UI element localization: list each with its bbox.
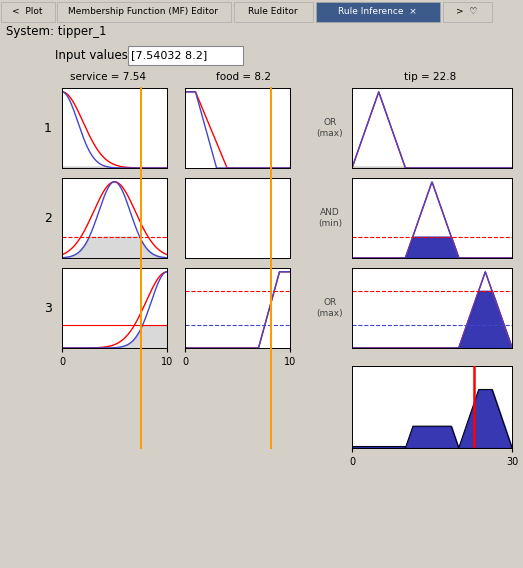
FancyBboxPatch shape (315, 2, 439, 22)
Text: <  Plot: < Plot (12, 6, 43, 15)
Text: Input values: Input values (55, 48, 128, 61)
Text: food = 8.2: food = 8.2 (215, 72, 270, 82)
FancyBboxPatch shape (128, 46, 243, 65)
Text: tip = 22.8: tip = 22.8 (404, 72, 456, 82)
FancyBboxPatch shape (1, 2, 54, 22)
Text: [7.54032 8.2]: [7.54032 8.2] (131, 50, 207, 60)
Text: AND
(min): AND (min) (318, 208, 342, 228)
Text: 2: 2 (44, 211, 52, 224)
Text: System: tipper_1: System: tipper_1 (6, 26, 107, 39)
Text: service = 7.54: service = 7.54 (70, 72, 146, 82)
Text: OR
(max): OR (max) (317, 298, 343, 318)
Text: Rule Editor: Rule Editor (248, 6, 298, 15)
FancyBboxPatch shape (233, 2, 313, 22)
Text: 3: 3 (44, 302, 52, 315)
FancyBboxPatch shape (442, 2, 492, 22)
Text: Rule Inference  ×: Rule Inference × (338, 6, 417, 15)
Text: >  ♡: > ♡ (456, 6, 477, 15)
FancyBboxPatch shape (56, 2, 231, 22)
Text: OR
(max): OR (max) (317, 118, 343, 137)
Text: Membership Function (MF) Editor: Membership Function (MF) Editor (69, 6, 219, 15)
Text: 1: 1 (44, 122, 52, 135)
